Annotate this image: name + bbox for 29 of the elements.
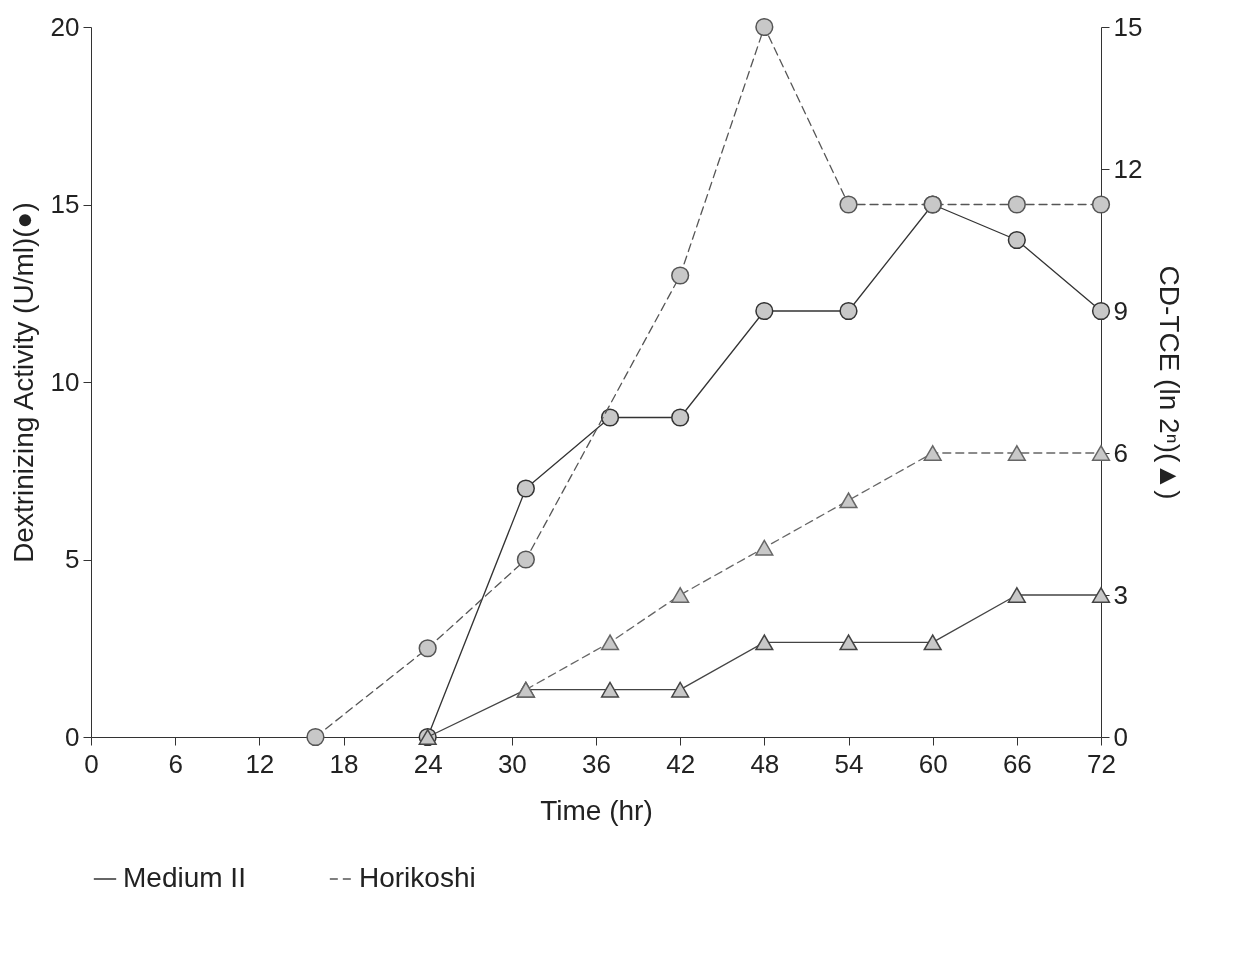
x-axis-title: Time (hr) [540,794,653,826]
y-axis-title: Dextrinizing Activity (U/ml)(●) [7,202,39,563]
y-tick-label: 20 [50,11,80,42]
x-tick-label: 48 [750,748,780,779]
y2-tick-label: 12 [1113,153,1143,184]
y-tick-label: 10 [50,366,80,397]
y2-tick-label: 15 [1113,11,1143,42]
x-tick-label: 60 [918,748,948,779]
x-tick-label: 6 [168,748,183,779]
legend-label: Horikoshi [359,862,476,893]
y2-axis-title: CD-TCE (ln 2ⁿ)(▲) [1154,265,1186,500]
legend-label: Medium II [123,862,246,893]
x-tick-label: 0 [84,748,99,779]
y2-tick-label: 9 [1113,295,1128,326]
x-tick-label: 42 [666,748,696,779]
y2-tick-label: 6 [1113,437,1128,468]
x-tick-label: 30 [497,748,527,779]
y-tick-label: 0 [65,721,80,752]
y-tick-label: 5 [65,544,80,574]
y2-tick-label: 3 [1113,579,1128,610]
x-tick-label: 54 [834,748,864,779]
x-tick-label: 36 [582,748,611,779]
y2-tick-label: 0 [1113,721,1128,752]
x-tick-label: 72 [1087,748,1116,779]
x-tick-label: 66 [1002,748,1032,779]
x-tick-label: 18 [329,748,359,779]
x-tick-label: 24 [413,748,443,779]
y-tick-label: 15 [50,189,80,219]
x-tick-label: 12 [245,748,275,779]
